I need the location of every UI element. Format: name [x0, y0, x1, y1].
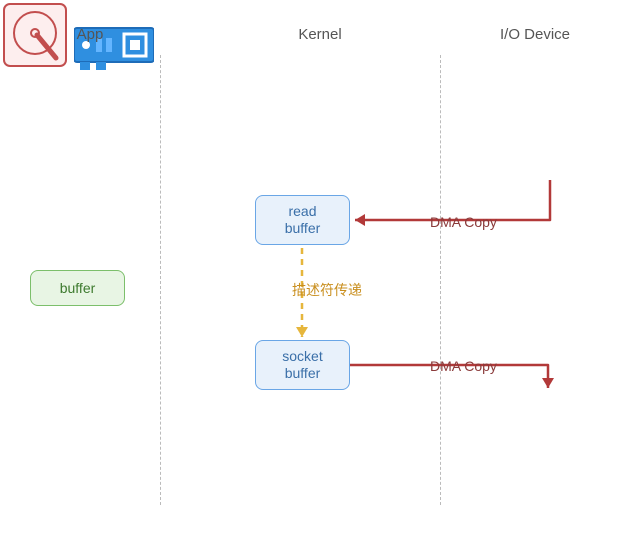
diagram-canvas: App Kernel I/O Device buffer read buffer…: [0, 0, 623, 534]
node-app-buffer: buffer: [30, 270, 125, 306]
col-header-kernel: Kernel: [260, 26, 380, 43]
label-dma-copy-2: DMA Copy: [430, 358, 497, 374]
node-read-buffer: read buffer: [255, 195, 350, 245]
label-descriptor-pass: 描述符传递: [292, 280, 362, 300]
node-socket-buffer: socket buffer: [255, 340, 350, 390]
divider-kernel-io: [440, 55, 441, 505]
col-header-io: I/O Device: [475, 26, 595, 43]
divider-app-kernel: [160, 55, 161, 505]
edges-layer: [0, 0, 623, 534]
label-dma-copy-1: DMA Copy: [430, 214, 497, 230]
col-header-app: App: [30, 26, 150, 43]
